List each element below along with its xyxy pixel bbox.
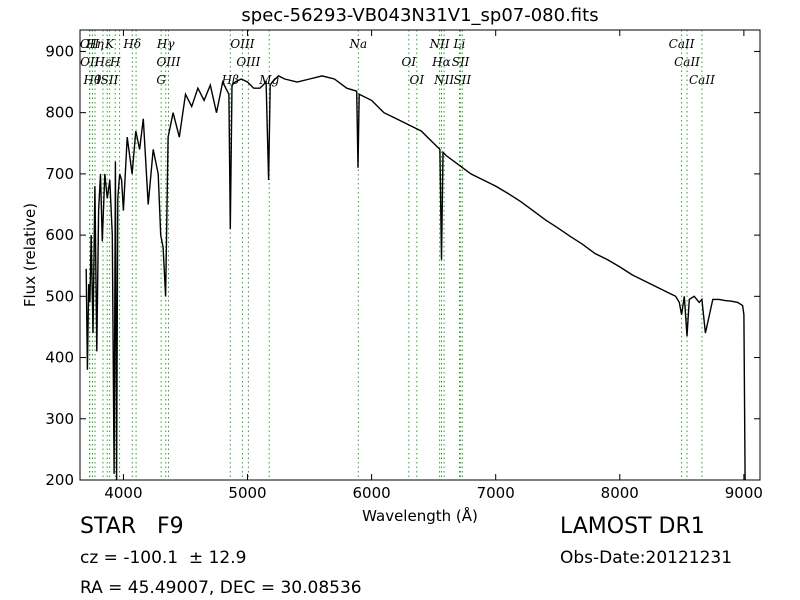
x-tick-label: 8000	[601, 484, 639, 502]
line-marker-label: K	[104, 37, 115, 51]
y-tick-label: 900	[45, 42, 74, 60]
x-axis-label: Wavelength (Å)	[362, 506, 478, 525]
line-marker-label: Li	[453, 37, 466, 51]
x-tick-label: 7000	[477, 484, 515, 502]
y-tick-label: 200	[45, 471, 74, 489]
line-marker-label: OII	[80, 55, 100, 69]
line-marker-label: SII	[452, 55, 470, 69]
y-tick-label: 600	[45, 226, 74, 244]
line-marker-label: ISII	[95, 73, 119, 87]
line-marker-label: OIII	[230, 37, 254, 51]
line-marker-label: Hβ	[221, 73, 239, 87]
survey-name: LAMOST DR1	[560, 514, 705, 539]
line-marker-label: NII	[429, 37, 450, 51]
line-marker-label: CaII	[674, 55, 700, 69]
plot-frame	[79, 29, 761, 481]
line-marker-label: G	[156, 73, 166, 87]
x-tick-label: 9000	[725, 484, 763, 502]
line-marker-label: OIII	[236, 55, 260, 69]
line-marker-label: Mg	[258, 73, 279, 87]
line-marker-label: CaII	[689, 73, 715, 87]
line-marker-label: OI	[402, 55, 417, 69]
observation-date: Obs-Date:20121231	[560, 548, 733, 568]
x-tick-label: 5000	[228, 484, 266, 502]
line-marker-label: Hη	[85, 37, 104, 51]
y-tick-label: 800	[45, 104, 74, 122]
x-tick-label: 4000	[104, 484, 142, 502]
object-subclass: F9	[157, 514, 184, 539]
line-marker-label: OIII	[156, 55, 180, 69]
y-tick-label: 700	[45, 165, 74, 183]
x-tick-label: 6000	[353, 484, 391, 502]
redshift-value: cz = -100.1 ± 12.9	[80, 548, 247, 568]
y-tick-label: 500	[45, 287, 74, 305]
y-tick-label: 400	[45, 349, 74, 367]
line-marker-label: NII	[433, 73, 454, 87]
chart-title: spec-56293-VB043N31V1_sp07-080.fits	[241, 5, 599, 26]
line-marker-label: SII	[453, 73, 471, 87]
line-marker-label: OII	[80, 37, 100, 51]
line-marker-label: OI	[409, 73, 424, 87]
coordinates: RA = 45.49007, DEC = 30.08536	[80, 578, 362, 598]
line-marker-label: H	[109, 55, 121, 69]
line-marker-label: Hδ	[122, 37, 141, 51]
y-axis-label: Flux (relative)	[21, 203, 39, 307]
line-marker-label: Na	[349, 37, 368, 51]
line-marker-label: CaII	[669, 37, 695, 51]
axis-ticks: 4000 5000 6000 7000 8000 9000 200 300 400 500 600 7…	[45, 30, 763, 502]
line-marker-label: Hε	[94, 55, 112, 69]
object-class: STAR	[80, 514, 137, 539]
line-marker-label: Hγ	[156, 37, 175, 51]
y-tick-label: 300	[45, 410, 74, 428]
line-marker-label: Hθ	[83, 73, 102, 87]
spectrum-line	[85, 75, 746, 481]
line-marker-label: Hα	[431, 55, 451, 69]
line-markers-layer	[89, 30, 703, 480]
